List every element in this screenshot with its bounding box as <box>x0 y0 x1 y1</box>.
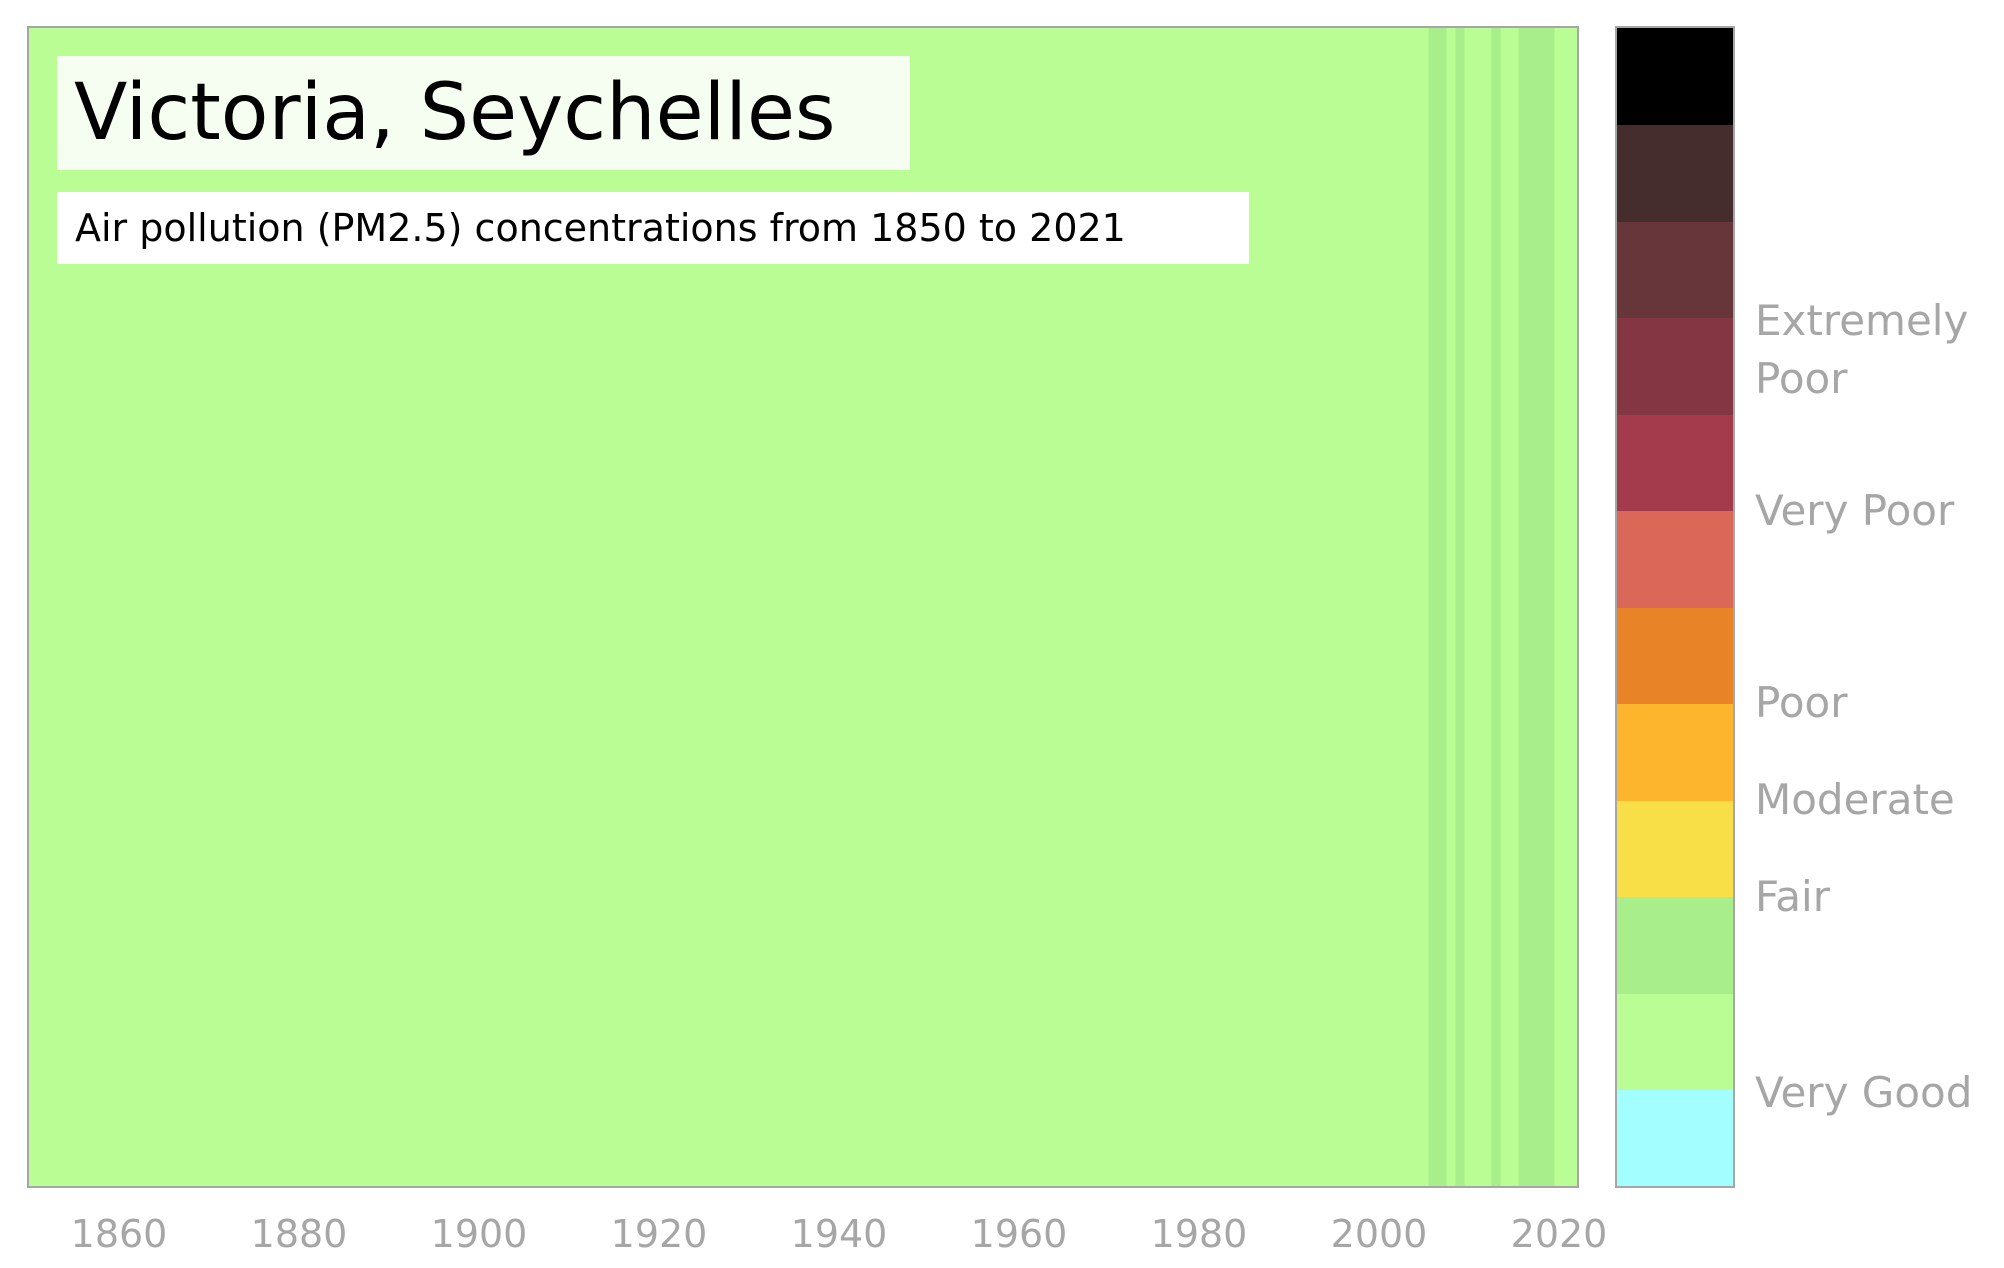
colorbar-label: Fair <box>1755 871 1830 921</box>
colorbar-segment <box>1617 124 1733 222</box>
x-tick-label: 1900 <box>430 1212 528 1256</box>
colorbar-label: Extremely Poor <box>1755 295 1969 403</box>
colorbar-segment <box>1617 800 1733 897</box>
colorbar-segment <box>1617 414 1733 511</box>
x-tick-label: 1940 <box>790 1212 888 1256</box>
colorbar-label: Moderate <box>1755 775 1955 825</box>
colorbar-label: Poor <box>1755 678 1848 728</box>
year-stripe-0 <box>1428 28 1447 1186</box>
colorbar-segment <box>1617 1089 1733 1186</box>
colorbar-labels: Very Good Fair Moderate Poor Very Poor Extrem… <box>1755 26 2004 1188</box>
x-tick-label: 2000 <box>1330 1212 1428 1256</box>
year-stripe-3 <box>1518 28 1555 1186</box>
x-tick-label: 1860 <box>70 1212 168 1256</box>
colorbar-segment <box>1617 317 1733 415</box>
colorbar-segment <box>1617 703 1733 801</box>
colorbar-segment <box>1617 28 1733 125</box>
x-tick-label: 1980 <box>1150 1212 1248 1256</box>
year-stripe-2 <box>1491 28 1501 1186</box>
x-tick-label: 1920 <box>610 1212 708 1256</box>
colorbar-segment <box>1617 510 1733 608</box>
x-tick-label: 1880 <box>250 1212 348 1256</box>
x-tick-label: 1960 <box>970 1212 1068 1256</box>
colorbar <box>1615 26 1735 1188</box>
colorbar-segment <box>1617 993 1733 1090</box>
year-stripe-1 <box>1455 28 1465 1186</box>
chart-subtitle: Air pollution (PM2.5) concentrations fro… <box>57 192 1249 264</box>
stripes-svg <box>1428 28 1555 1186</box>
colorbar-segment <box>1617 896 1733 994</box>
colorbar-label: Very Poor <box>1755 485 1955 535</box>
colorbar-label: Very Good <box>1755 1068 1973 1118</box>
colorbar-segment <box>1617 607 1733 704</box>
x-axis: 1860 1880 1900 1920 1940 1960 1980 2000 2020 <box>27 1200 1627 1260</box>
colorbar-segment <box>1617 221 1733 318</box>
x-tick-label: 2020 <box>1510 1212 1608 1256</box>
chart-title: Victoria, Seychelles <box>57 56 910 170</box>
